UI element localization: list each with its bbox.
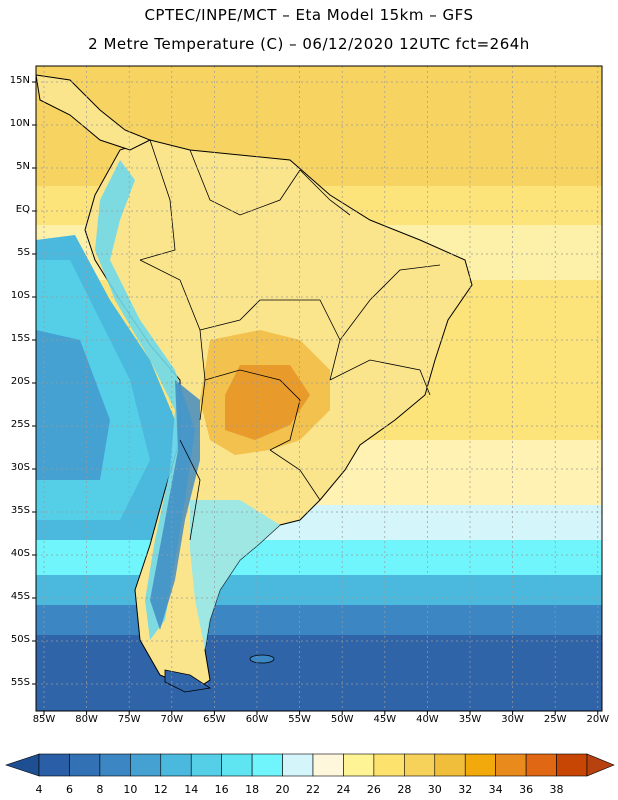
colorbar-swatch [99, 753, 131, 777]
lon-label: 20W [586, 714, 610, 725]
country-borders [139, 139, 441, 541]
lat-label: 20S [10, 376, 30, 387]
colorbar-label: 24 [336, 783, 351, 796]
lat-label: 10N [9, 118, 30, 129]
title-line-2: 2 Metre Temperature (C) – 06/12/2020 12U… [88, 35, 530, 53]
colorbar-label: 10 [123, 783, 138, 796]
falkland-islands [249, 654, 275, 664]
colorbar-swatch [130, 753, 162, 777]
colorbar-label: 34 [488, 783, 503, 796]
colorbar-label: 18 [245, 783, 260, 796]
pacific-blue-zone [36, 330, 110, 480]
colorbar-swatch [525, 753, 557, 777]
lon-label: 85W [32, 714, 56, 725]
graticule [36, 66, 602, 711]
lat-label: 15S [10, 333, 30, 344]
lon-label: 30W [501, 714, 524, 725]
lat-label: 10S [10, 290, 30, 301]
colorbar-label: 30 [427, 783, 442, 796]
colorbar-swatch [221, 753, 253, 777]
colorbar-swatch [434, 753, 466, 777]
lat-label: EQ [15, 204, 30, 215]
colorbar-high-arrow [586, 753, 615, 777]
colorbar-low-arrow [5, 753, 40, 777]
colorbar-swatch [190, 753, 222, 777]
lon-label: 60W [245, 714, 269, 725]
colorbar-label: 26 [366, 783, 381, 796]
colorbar-swatch [69, 753, 101, 777]
central-america-land [36, 74, 152, 151]
lat-label: 30S [10, 462, 30, 473]
lat-label: 45S [10, 591, 30, 602]
lon-label: 25W [543, 714, 567, 725]
ocean-deep-band [36, 635, 602, 711]
lon-label: 40W [416, 714, 439, 725]
hottest-interior [225, 365, 310, 440]
lat-label: 35S [10, 505, 30, 516]
colorbar-label: 36 [519, 783, 534, 796]
colorbar-label: 38 [549, 783, 564, 796]
colorbar-swatch [282, 753, 314, 777]
colorbar-label: 20 [275, 783, 290, 796]
lat-label: 55S [10, 677, 30, 688]
patagonia-cool [190, 500, 280, 650]
colorbar [5, 753, 615, 777]
lat-label: 40S [10, 548, 30, 559]
lon-label: 35W [458, 714, 482, 725]
colorbar-label: 8 [96, 783, 104, 796]
lat-label: 50S [10, 634, 30, 645]
colorbar-swatch [373, 753, 405, 777]
ocean-cyan-band [36, 540, 602, 580]
colorbar-swatch [160, 753, 192, 777]
lon-label: 55W [288, 714, 311, 725]
colorbar-swatch [38, 753, 70, 777]
colorbar-swatch [404, 753, 436, 777]
lon-label: 75W [117, 714, 141, 725]
colorbar-label: 16 [214, 783, 229, 796]
colorbar-label: 22 [306, 783, 320, 796]
tierra-del-fuego [164, 669, 212, 693]
andes-high-peaks [150, 380, 200, 630]
colorbar-swatch [556, 753, 588, 777]
colorbar-swatch [464, 753, 496, 777]
title-line-1: CPTEC/INPE/MCT – Eta Model 15km – GFS [144, 6, 474, 24]
colorbar-label: 28 [397, 783, 412, 796]
lat-label: 25S [10, 419, 30, 430]
map-field [36, 66, 602, 711]
colorbar-label: 32 [458, 783, 473, 796]
lon-label: 50W [330, 714, 354, 725]
lat-label: 5N [16, 161, 30, 172]
map-ticks [32, 81, 599, 715]
lon-label: 70W [160, 714, 184, 725]
lat-label: 15N [9, 75, 30, 86]
map-frame [35, 65, 603, 712]
colorbar-swatch [312, 753, 344, 777]
ocean-mid-band [36, 575, 602, 610]
colorbar-swatch [343, 753, 375, 777]
ocean-south-band [36, 605, 602, 640]
lon-label: 65W [203, 714, 226, 725]
colorbar-swatch [495, 753, 527, 777]
lat-label: 5S [17, 247, 30, 258]
colorbar-label: 6 [65, 783, 73, 796]
colorbar-label: 4 [35, 783, 43, 796]
colorbar-swatch [251, 753, 283, 777]
lon-label: 80W [75, 714, 98, 725]
colorbar-label: 14 [184, 783, 199, 796]
lon-label: 45W [373, 714, 397, 725]
colorbar-label: 12 [153, 783, 168, 796]
